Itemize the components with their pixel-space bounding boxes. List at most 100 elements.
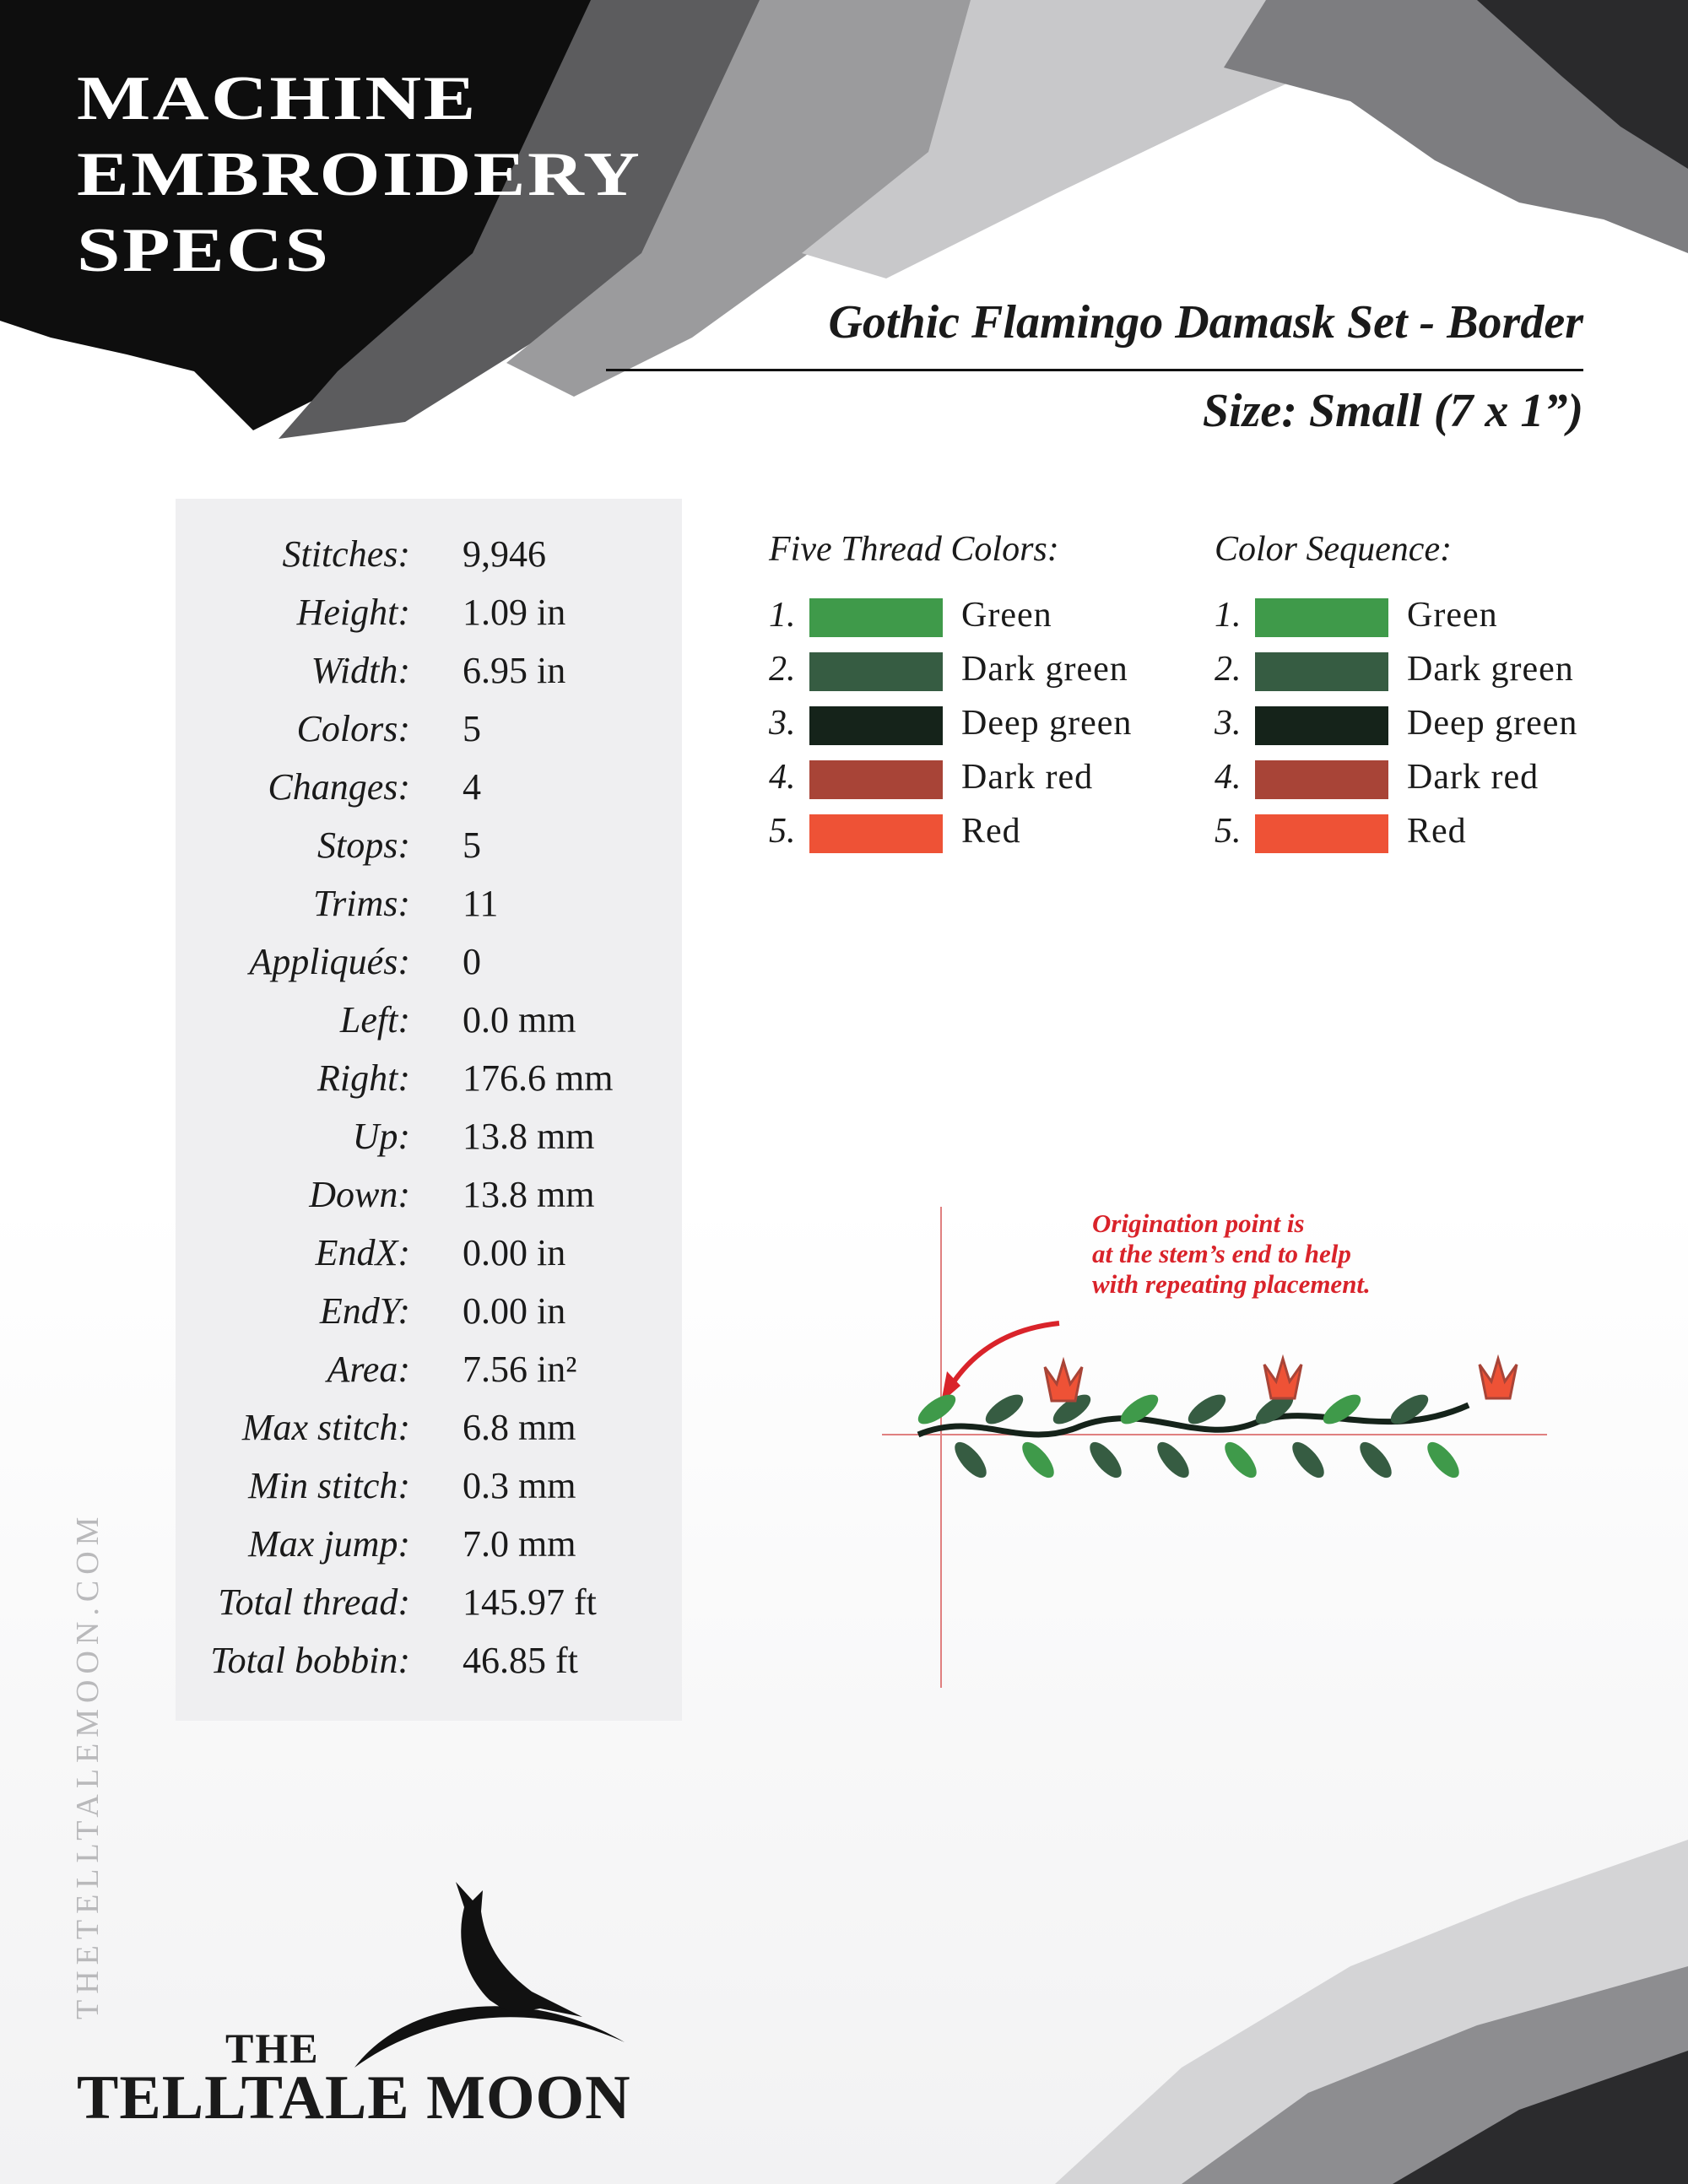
spec-value: 6.95 in bbox=[463, 650, 566, 691]
color-name: Dark green bbox=[961, 650, 1128, 689]
spec-row: Right: 176.6 mm bbox=[176, 1057, 682, 1107]
color-number: 3. bbox=[769, 704, 796, 743]
spec-label: Stitches: bbox=[282, 533, 410, 575]
arrowhead-icon bbox=[941, 1371, 960, 1403]
color-swatch bbox=[1255, 652, 1388, 691]
design-size: Size: Small (7 x 1”) bbox=[1202, 385, 1583, 437]
leaf bbox=[1390, 1394, 1429, 1424]
leaf bbox=[1157, 1441, 1189, 1479]
leaf bbox=[1022, 1441, 1054, 1479]
color-number: 4. bbox=[769, 758, 796, 797]
color-name: Green bbox=[961, 596, 1052, 635]
color-swatch bbox=[1255, 706, 1388, 745]
note-line: Origination point is bbox=[1092, 1208, 1305, 1238]
color-number: 5. bbox=[1215, 812, 1242, 851]
spec-value: 5 bbox=[463, 708, 481, 749]
color-name: Deep green bbox=[1407, 704, 1578, 743]
leaf bbox=[1052, 1394, 1091, 1424]
color-swatch bbox=[809, 598, 943, 637]
color-name: Red bbox=[1407, 812, 1467, 851]
logo-main: TELLTALE MOON bbox=[77, 2063, 631, 2133]
spec-row: Changes: 4 bbox=[176, 765, 682, 816]
spec-value: 5 bbox=[463, 824, 481, 866]
leaf bbox=[955, 1441, 987, 1479]
spec-row: Colors: 5 bbox=[176, 707, 682, 758]
spec-label: Max stitch: bbox=[241, 1407, 410, 1448]
spec-value: 11 bbox=[463, 883, 499, 924]
spec-row: Trims: 11 bbox=[176, 882, 682, 933]
spec-label: Changes: bbox=[268, 766, 410, 808]
website-vertical-text: THETELLTALEMOON.COM bbox=[70, 1511, 106, 2019]
spec-label: Appliqués: bbox=[249, 941, 410, 982]
spec-label: Left: bbox=[339, 999, 410, 1041]
spec-row: Total thread: 145.97 ft bbox=[176, 1581, 682, 1631]
leaf bbox=[1225, 1441, 1257, 1479]
spec-label: Trims: bbox=[313, 883, 410, 924]
spec-row: Height: 1.09 in bbox=[176, 591, 682, 641]
color-swatch bbox=[809, 652, 943, 691]
leaf bbox=[1188, 1394, 1226, 1424]
arrow-icon bbox=[947, 1321, 1060, 1390]
spec-label: Right: bbox=[317, 1057, 410, 1099]
origination-note: Origination point is at the stem’s end t… bbox=[1092, 1208, 1371, 1300]
spec-label: EndY: bbox=[319, 1290, 410, 1332]
spec-value: 13.8 mm bbox=[463, 1174, 595, 1215]
spec-value: 0.3 mm bbox=[463, 1465, 576, 1506]
color-swatch bbox=[1255, 598, 1388, 637]
divider bbox=[606, 369, 1583, 371]
title-line-2: EMBROIDERY bbox=[77, 140, 642, 209]
spec-row: EndY: 0.00 in bbox=[176, 1289, 682, 1340]
color-number: 1. bbox=[769, 596, 796, 635]
spec-value: 7.56 in² bbox=[463, 1349, 577, 1390]
leaf bbox=[1360, 1441, 1392, 1479]
spec-row: Left: 0.0 mm bbox=[176, 998, 682, 1049]
spec-label: Max jump: bbox=[248, 1523, 410, 1565]
spec-label: Total thread: bbox=[218, 1581, 410, 1623]
design-name: Gothic Flamingo Damask Set - Border bbox=[828, 296, 1583, 349]
spec-value: 1.09 in bbox=[463, 592, 566, 633]
spec-label: Total bobbin: bbox=[210, 1640, 410, 1681]
leaf bbox=[1255, 1394, 1294, 1424]
color-swatch bbox=[1255, 760, 1388, 799]
color-name: Red bbox=[961, 812, 1021, 851]
color-number: 3. bbox=[1215, 704, 1242, 743]
leaf bbox=[1323, 1394, 1361, 1424]
color-number: 2. bbox=[769, 650, 796, 689]
spec-label: Colors: bbox=[296, 708, 410, 749]
spec-value: 4 bbox=[463, 766, 481, 808]
title-line-1: MACHINE bbox=[77, 64, 478, 133]
flower bbox=[1263, 1354, 1303, 1400]
leaf bbox=[917, 1394, 956, 1424]
note-line: at the stem’s end to help bbox=[1092, 1239, 1351, 1268]
color-number: 2. bbox=[1215, 650, 1242, 689]
color-swatch bbox=[1255, 814, 1388, 853]
spec-value: 176.6 mm bbox=[463, 1057, 614, 1099]
spec-label: Stops: bbox=[317, 824, 410, 866]
spec-label: Height: bbox=[296, 592, 410, 633]
brush-stroke-top bbox=[0, 0, 1688, 439]
spec-value: 145.97 ft bbox=[463, 1581, 597, 1623]
color-number: 5. bbox=[769, 812, 796, 851]
spec-row: Total bobbin: 46.85 ft bbox=[176, 1639, 682, 1689]
spec-row: Stitches: 9,946 bbox=[176, 532, 682, 583]
spec-value: 13.8 mm bbox=[463, 1116, 595, 1157]
spec-value: 0.0 mm bbox=[463, 999, 576, 1041]
spec-row: Max jump: 7.0 mm bbox=[176, 1522, 682, 1573]
embroidery-border-design bbox=[917, 1354, 1518, 1479]
color-swatch bbox=[809, 706, 943, 745]
spec-label: Down: bbox=[309, 1174, 410, 1215]
color-name: Dark red bbox=[1407, 758, 1539, 797]
color-name: Dark green bbox=[1407, 650, 1574, 689]
spec-value: 0 bbox=[463, 941, 481, 982]
spec-row: Appliqués: 0 bbox=[176, 940, 682, 991]
spec-value: 7.0 mm bbox=[463, 1523, 576, 1565]
spec-row: Min stitch: 0.3 mm bbox=[176, 1464, 682, 1515]
color-number: 1. bbox=[1215, 596, 1242, 635]
spec-label: Area: bbox=[327, 1349, 410, 1390]
color-swatch bbox=[809, 760, 943, 799]
spec-label: Up: bbox=[352, 1116, 410, 1157]
leaf bbox=[1120, 1394, 1159, 1424]
color-number: 4. bbox=[1215, 758, 1242, 797]
spec-row: Stops: 5 bbox=[176, 824, 682, 874]
logo-the: THE bbox=[225, 2025, 320, 2072]
